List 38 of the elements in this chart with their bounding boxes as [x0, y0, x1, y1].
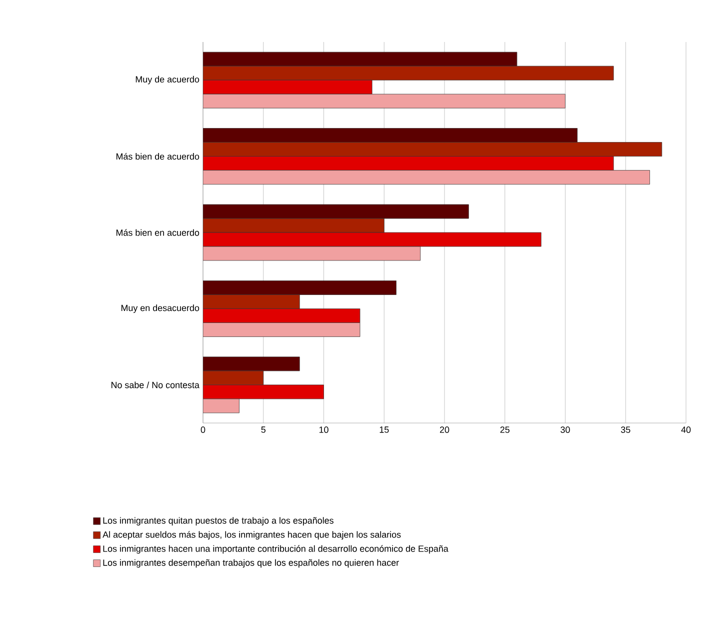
x-tick-label: 15: [380, 426, 389, 433]
bar: [203, 384, 324, 400]
x-tick-label: 35: [620, 426, 630, 433]
bar: [203, 142, 662, 157]
y-tick-label: Muy de acuerdo: [136, 76, 200, 84]
x-tick-label: 20: [440, 426, 450, 433]
legend-label: Los inmigrantes hacen una importante contribución al desarrollo económico de España: [103, 545, 448, 554]
bar: [203, 322, 360, 337]
x-tick-label: 30: [560, 426, 570, 433]
x-tick-label: 5: [261, 426, 266, 433]
bar: [203, 80, 372, 94]
bar: [203, 280, 396, 295]
bar: [203, 52, 518, 66]
bar: [203, 170, 650, 185]
bar: [203, 94, 566, 108]
legend-label: Los inmigrantes quitan puestos de trabajo a los españoles: [103, 517, 334, 526]
bar: [203, 66, 614, 80]
bar: [203, 308, 360, 323]
legend-label: Los inmigrantes desempeñan trabajos que los españoles no quieren hacer: [103, 559, 399, 568]
legend-label: Al aceptar sueldos más bajos, los inmigrantes hacen que bajen los salarios: [102, 531, 401, 540]
bar: [203, 218, 384, 233]
x-tick-label: 10: [319, 426, 328, 433]
x-tick-label: 0: [200, 426, 206, 433]
x-tick-label: 40: [681, 426, 691, 433]
y-tick-label: Más bien de acuerdo: [116, 152, 200, 160]
x-tick-label: 25: [500, 426, 510, 433]
bar: [203, 356, 300, 372]
bar: [203, 398, 240, 414]
y-tick-label: Muy en desacuerdo: [121, 304, 200, 313]
bar: [203, 232, 542, 247]
bar: [203, 128, 578, 143]
bar: [203, 156, 614, 171]
bar: [203, 294, 300, 309]
bar: [203, 370, 264, 386]
bar: [203, 246, 421, 261]
bar: [203, 204, 469, 219]
y-tick-label: Más bien en acuerdo: [116, 229, 200, 236]
y-tick-label: No sabe / No contesta: [111, 382, 200, 388]
